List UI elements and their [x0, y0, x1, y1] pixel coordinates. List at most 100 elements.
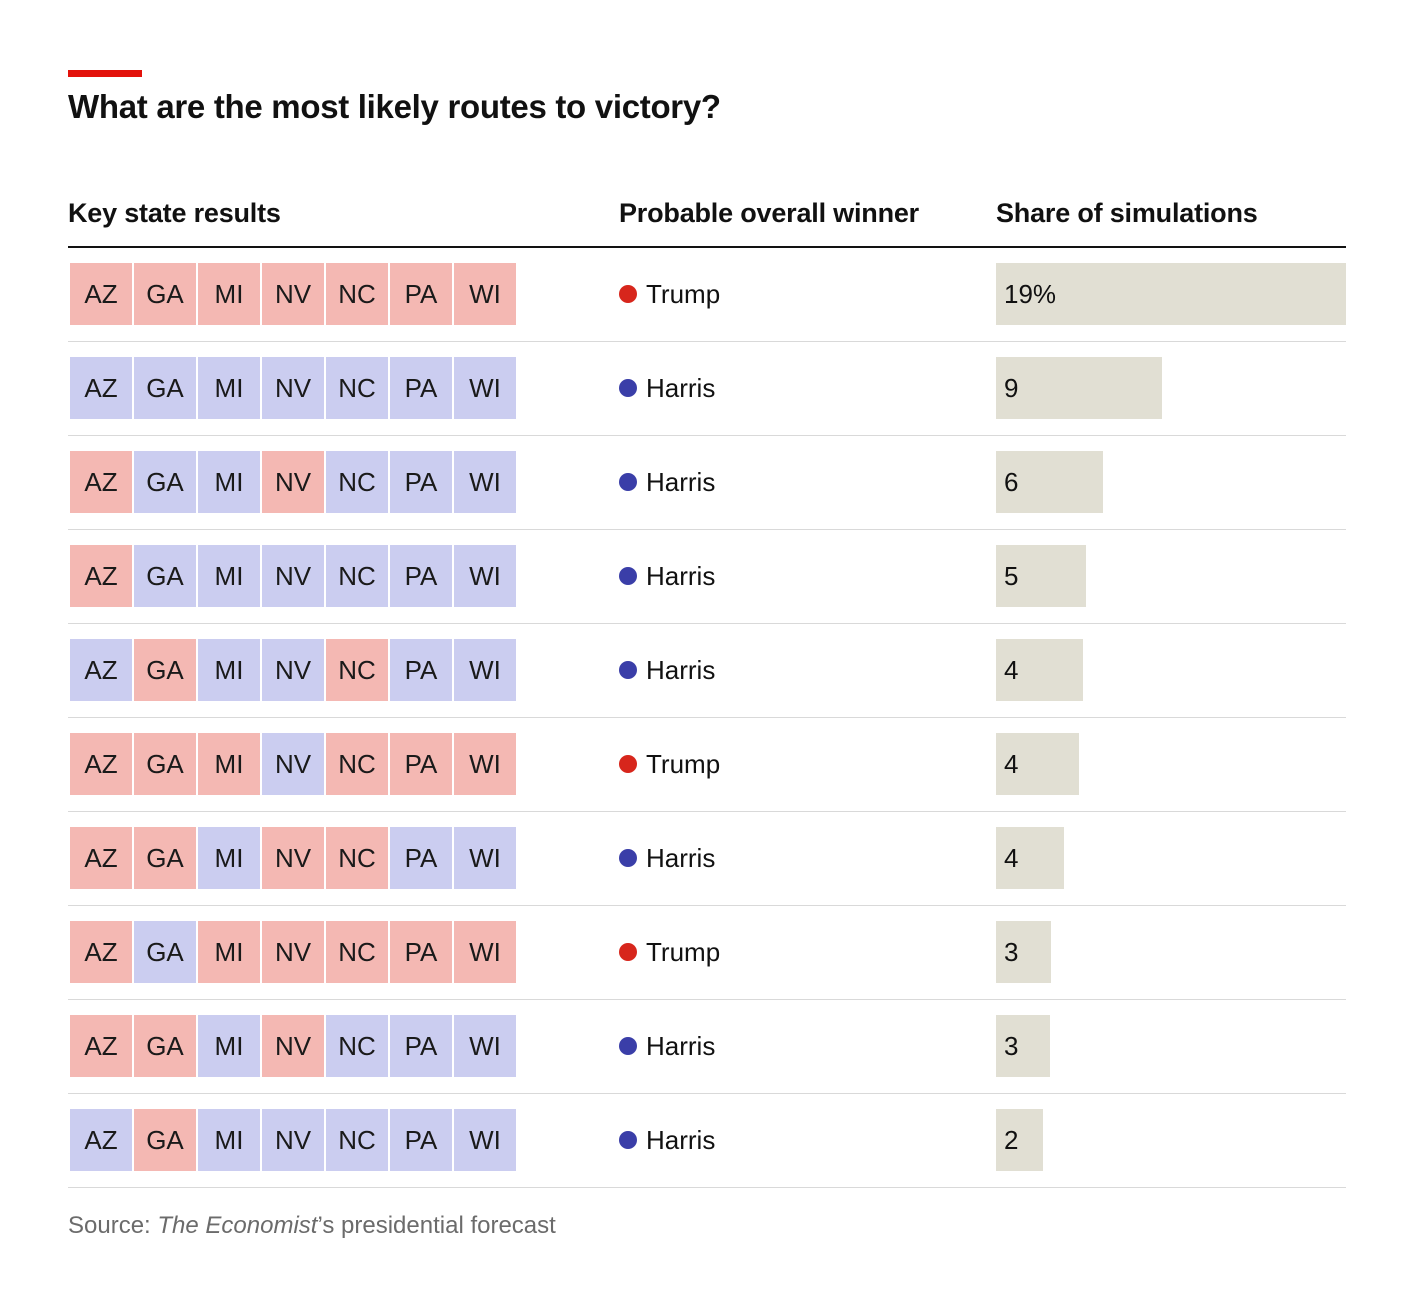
winner-label: Harris	[619, 545, 715, 607]
share-value: 5	[1004, 560, 1019, 591]
state-tile-nv: NV	[262, 921, 324, 983]
state-tile-pa: PA	[390, 1109, 452, 1171]
state-results: AZ GA MI NV NC PA WI	[70, 545, 518, 607]
state-tile-az: AZ	[70, 263, 132, 325]
table-row: AZ GA MI NV NC PA WI Harris 5	[68, 530, 1346, 624]
table-row: AZ GA MI NV NC PA WI Harris 6	[68, 436, 1346, 530]
state-tile-az: AZ	[70, 451, 132, 513]
state-tile-wi: WI	[454, 1109, 516, 1171]
table-row: AZ GA MI NV NC PA WI Harris 4	[68, 812, 1346, 906]
state-tile-az: AZ	[70, 733, 132, 795]
state-tile-az: AZ	[70, 639, 132, 701]
state-tile-mi: MI	[198, 733, 260, 795]
state-tile-nv: NV	[262, 451, 324, 513]
state-tile-ga: GA	[134, 921, 196, 983]
winner-label: Trump	[619, 263, 720, 325]
winner-name: Harris	[646, 1124, 716, 1155]
state-tile-nv: NV	[262, 639, 324, 701]
winner-label: Harris	[619, 827, 715, 889]
state-tile-nc: NC	[326, 263, 388, 325]
winner-name: Trump	[646, 936, 721, 967]
winner-label: Trump	[619, 733, 720, 795]
header-probable-winner: Probable overall winner	[619, 198, 919, 228]
state-results: AZ GA MI NV NC PA WI	[70, 357, 518, 419]
state-tile-ga: GA	[134, 263, 196, 325]
state-tile-ga: GA	[134, 1109, 196, 1171]
header-rule	[68, 246, 1346, 248]
state-results: AZ GA MI NV NC PA WI	[70, 1015, 518, 1077]
winner-name: Trump	[646, 748, 721, 779]
state-tile-az: AZ	[70, 921, 132, 983]
state-tile-mi: MI	[198, 545, 260, 607]
winner-label: Harris	[619, 357, 715, 419]
state-tile-az: AZ	[70, 357, 132, 419]
winner-dot-icon	[619, 1037, 637, 1055]
table-row: AZ GA MI NV NC PA WI Trump 3	[68, 906, 1346, 1000]
winner-dot-icon	[619, 567, 637, 585]
share-value: 3	[1004, 1030, 1019, 1061]
state-tile-wi: WI	[454, 827, 516, 889]
winner-name: Harris	[646, 466, 716, 497]
share-bar	[996, 733, 1079, 795]
state-tile-pa: PA	[390, 451, 452, 513]
table-row: AZ GA MI NV NC PA WI Trump 4	[68, 718, 1346, 812]
state-tile-pa: PA	[390, 1015, 452, 1077]
state-tile-ga: GA	[134, 1015, 196, 1077]
state-tile-nv: NV	[262, 357, 324, 419]
state-results: AZ GA MI NV NC PA WI	[70, 639, 518, 701]
winner-label: Trump	[619, 921, 720, 983]
winner-dot-icon	[619, 849, 637, 867]
share-value: 6	[1004, 466, 1019, 497]
state-tile-nc: NC	[326, 921, 388, 983]
header-key-state-results: Key state results	[68, 198, 281, 228]
state-tile-ga: GA	[134, 827, 196, 889]
share-bar	[996, 827, 1064, 889]
state-tile-nc: NC	[326, 545, 388, 607]
state-tile-ga: GA	[134, 357, 196, 419]
state-tile-nv: NV	[262, 733, 324, 795]
share-bar	[996, 921, 1051, 983]
chart-title: What are the most likely routes to victo…	[68, 88, 721, 125]
share-value: 19%	[1004, 278, 1057, 309]
routes-table: AZ GA MI NV NC PA WI Trump 19% AZ GA MI NV NC PA WI Harr…	[68, 248, 1346, 1188]
share-bar	[996, 263, 1346, 325]
state-results: AZ GA MI NV NC PA WI	[70, 921, 518, 983]
state-tile-pa: PA	[390, 827, 452, 889]
share-value: 4	[1004, 654, 1019, 685]
state-tile-pa: PA	[390, 639, 452, 701]
state-tile-wi: WI	[454, 451, 516, 513]
state-tile-wi: WI	[454, 733, 516, 795]
state-tile-ga: GA	[134, 733, 196, 795]
state-tile-ga: GA	[134, 545, 196, 607]
state-tile-nc: NC	[326, 451, 388, 513]
state-tile-mi: MI	[198, 1109, 260, 1171]
state-results: AZ GA MI NV NC PA WI	[70, 263, 518, 325]
share-value: 4	[1004, 842, 1019, 873]
winner-dot-icon	[619, 1131, 637, 1149]
state-tile-mi: MI	[198, 357, 260, 419]
winner-name: Harris	[646, 560, 716, 591]
state-tile-az: AZ	[70, 545, 132, 607]
state-tile-wi: WI	[454, 545, 516, 607]
state-tile-mi: MI	[198, 827, 260, 889]
share-bar	[996, 1015, 1050, 1077]
winner-name: Harris	[646, 372, 716, 403]
header-share-of-simulations: Share of simulations	[996, 198, 1258, 228]
share-bar	[996, 545, 1086, 607]
state-tile-pa: PA	[390, 733, 452, 795]
winner-name: Harris	[646, 654, 716, 685]
winner-dot-icon	[619, 285, 637, 303]
table-row: AZ GA MI NV NC PA WI Harris 4	[68, 624, 1346, 718]
share-value: 9	[1004, 372, 1019, 403]
state-tile-nv: NV	[262, 1015, 324, 1077]
share-bar	[996, 1109, 1043, 1171]
state-tile-pa: PA	[390, 357, 452, 419]
winner-label: Harris	[619, 639, 715, 701]
share-value: 4	[1004, 748, 1019, 779]
table-row: AZ GA MI NV NC PA WI Harris 2	[68, 1094, 1346, 1188]
state-results: AZ GA MI NV NC PA WI	[70, 733, 518, 795]
state-tile-wi: WI	[454, 357, 516, 419]
state-tile-mi: MI	[198, 921, 260, 983]
state-tile-az: AZ	[70, 827, 132, 889]
share-bar	[996, 357, 1162, 419]
